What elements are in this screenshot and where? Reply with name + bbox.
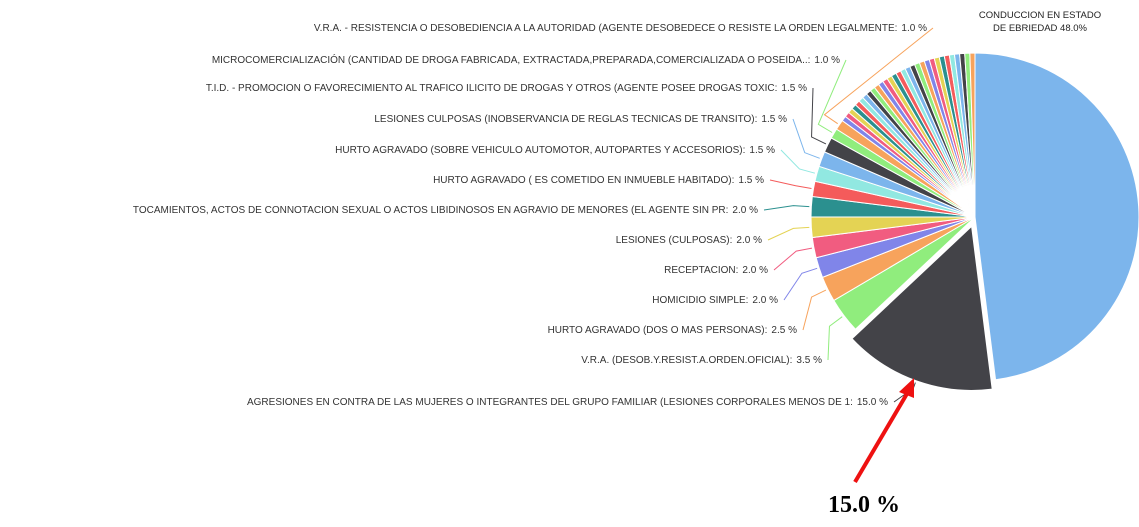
slice-label: LESIONES (CULPOSAS): 2.0 % [616, 235, 762, 246]
arrow-head [899, 378, 914, 398]
value-label: 2.0 % [742, 265, 768, 276]
leader-line [780, 149, 816, 174]
leader-line [773, 247, 813, 271]
leader-line [817, 59, 847, 133]
slice-label: HURTO AGRAVADO (SOBRE VEHICULO AUTOMOTOR… [335, 145, 775, 156]
value-label: 48.0% [1060, 23, 1087, 34]
category: LESIONES CULPOSAS (INOBSERVANCIA DE REGL… [374, 114, 757, 125]
slice-label: LESIONES CULPOSAS (INOBSERVANCIA DE REGL… [374, 114, 787, 125]
leader-line [823, 27, 934, 125]
category: T.I.D. - PROMOCION O FAVORECIMIENTO AL T… [206, 83, 778, 94]
value-label: 3.5 % [796, 355, 822, 366]
value-label: 1.0 % [814, 55, 840, 66]
slice-label: V.R.A. - RESISTENCIA O DESOBEDIENCIA A L… [314, 23, 927, 34]
leader-line [802, 289, 827, 331]
value-label: 15.0 % [857, 397, 888, 408]
slices: AGRESIONES EN CONTRA DE LAS MUJERES O IN… [133, 23, 1139, 408]
category: CONDUCCION EN ESTADO DE EBRIEDAD [978, 10, 1102, 34]
slice-label: CONDUCCION EN ESTADO DE EBRIEDAD 48.0% [975, 9, 1105, 35]
value-label: 2.0 % [736, 235, 762, 246]
category: AGRESIONES EN CONTRA DE LAS MUJERES O IN… [247, 397, 853, 408]
leader-line [792, 118, 820, 159]
slice-label: TOCAMIENTOS, ACTOS DE CONNOTACION SEXUAL… [133, 205, 758, 216]
value-label: 2.0 % [732, 205, 758, 216]
slice-label: HOMICIDIO SIMPLE: 2.0 % [652, 295, 778, 306]
category: V.R.A. (DESOB.Y.RESIST.A.ORDEN.OFICIAL): [581, 355, 792, 366]
slice-label: MICROCOMERCIALIZACIÓN (CANTIDAD DE DROGA… [212, 53, 840, 66]
slice [969, 52, 976, 218]
leader-line [763, 205, 810, 211]
category: LESIONES (CULPOSAS): [616, 235, 733, 246]
value-label: 2.5 % [771, 325, 797, 336]
category: HURTO AGRAVADO (DOS O MAS PERSONAS): [548, 325, 768, 336]
category: HURTO AGRAVADO ( ES COMETIDO EN INMUEBLE… [433, 175, 734, 186]
slice-label: T.I.D. - PROMOCION O FAVORECIMIENTO AL T… [206, 83, 807, 94]
slice-label: V.R.A. (DESOB.Y.RESIST.A.ORDEN.OFICIAL):… [581, 355, 822, 366]
category: TOCAMIENTOS, ACTOS DE CONNOTACION SEXUAL… [133, 205, 729, 216]
slice-label: AGRESIONES EN CONTRA DE LAS MUJERES O IN… [247, 397, 888, 408]
slice [974, 52, 1139, 381]
value-label: 2.0 % [752, 295, 778, 306]
leader-line [783, 267, 818, 301]
category: V.R.A. - RESISTENCIA O DESOBEDIENCIA A L… [314, 23, 898, 34]
value-label: 1.5 % [781, 83, 807, 94]
slice-label: HURTO AGRAVADO (DOS O MAS PERSONAS): 2.5 … [548, 325, 798, 336]
value-label: 1.5 % [749, 145, 775, 156]
category: HOMICIDIO SIMPLE: [652, 295, 748, 306]
leader-line [827, 316, 843, 361]
category: HURTO AGRAVADO (SOBRE VEHICULO AUTOMOTOR… [335, 145, 745, 156]
slice-label: HURTO AGRAVADO ( ES COMETIDO EN INMUEBLE… [433, 175, 764, 186]
annotation: 15.0 % [828, 492, 900, 518]
value-label: 1.5 % [761, 114, 787, 125]
value-label: 1.5 % [738, 175, 764, 186]
slice-label: RECEPTACION: 2.0 % [664, 265, 768, 276]
category: RECEPTACION: [664, 265, 738, 276]
leader-line [769, 179, 812, 189]
leader-line [767, 226, 810, 241]
slice [851, 225, 993, 391]
value-label: 1.0 % [901, 23, 927, 34]
category: MICROCOMERCIALIZACIÓN (CANTIDAD DE DROGA… [212, 53, 811, 66]
arrow [853, 390, 910, 484]
leader-line [811, 87, 827, 145]
